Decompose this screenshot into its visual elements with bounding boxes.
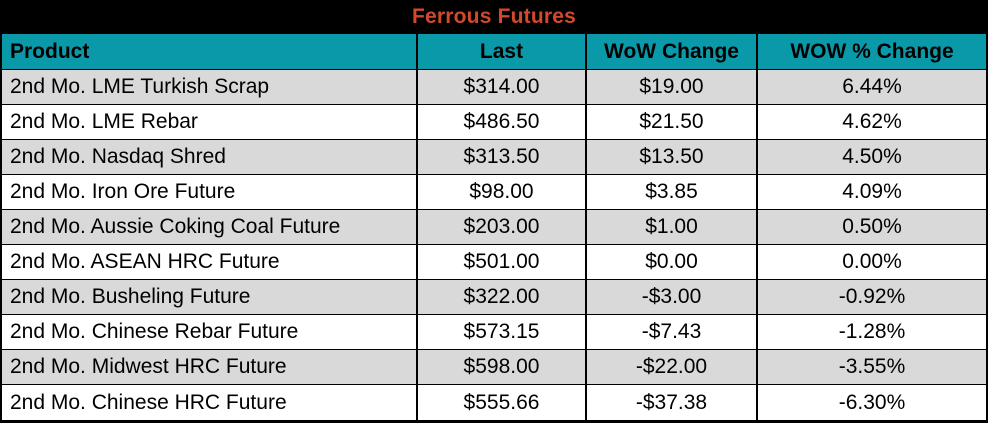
cell-wow-change: -$3.00 <box>587 280 758 314</box>
cell-wow-change: $19.00 <box>587 70 758 104</box>
table-row: 2nd Mo. ASEAN HRC Future $501.00 $0.00 0… <box>2 245 986 280</box>
cell-wow-change: $1.00 <box>587 210 758 244</box>
table-title: Ferrous Futures <box>411 5 577 28</box>
cell-last: $486.50 <box>418 105 587 139</box>
cell-wow-pct-change: -1.28% <box>838 320 906 343</box>
cell-wow-pct-change: -6.30% <box>838 390 906 414</box>
table-row: 2nd Mo. Midwest HRC Future $598.00 -$22.… <box>2 350 986 385</box>
cell-wow-pct-change: 4.50% <box>842 145 902 168</box>
cell-wow-change: $0.00 <box>587 245 758 279</box>
table-row: 2nd Mo. Nasdaq Shred $313.50 $13.50 4.50… <box>2 140 986 175</box>
cell-product: 2nd Mo. Iron Ore Future <box>2 175 418 209</box>
cell-wow-change: -$22.00 <box>587 350 758 384</box>
cell-wow-change: $3.85 <box>587 175 758 209</box>
cell-last: $573.15 <box>418 315 587 349</box>
cell-product: 2nd Mo. ASEAN HRC Future <box>2 245 418 279</box>
cell-wow-pct-change: 0.50% <box>842 215 902 238</box>
cell-wow-pct-change: 4.09% <box>842 180 902 203</box>
table-row: 2nd Mo. Iron Ore Future $98.00 $3.85 4.0… <box>2 175 986 210</box>
cell-product: 2nd Mo. Nasdaq Shred <box>2 140 418 174</box>
cell-wow-change: -$37.38 <box>587 385 758 420</box>
table-row: 2nd Mo. Aussie Coking Coal Future $203.0… <box>2 210 986 245</box>
cell-wow-pct-change: 4.62% <box>842 110 902 133</box>
cell-wow-pct-change: 6.44% <box>842 75 902 98</box>
cell-last: $555.66 <box>418 385 587 420</box>
cell-last: $314.00 <box>418 70 587 104</box>
cell-product: 2nd Mo. LME Rebar <box>2 105 418 139</box>
cell-wow-change: -$7.43 <box>587 315 758 349</box>
table-row: 2nd Mo. Chinese HRC Future $555.66 -$37.… <box>2 385 986 420</box>
table-row: 2nd Mo. Busheling Future $322.00 -$3.00 … <box>2 280 986 315</box>
cell-last: $322.00 <box>418 280 587 314</box>
cell-wow-pct-change: 0.00% <box>842 250 902 273</box>
cell-product: 2nd Mo. Aussie Coking Coal Future <box>2 210 418 244</box>
header-wow-pct-change: WOW % Change <box>790 39 954 63</box>
cell-product: 2nd Mo. LME Turkish Scrap <box>2 70 418 104</box>
cell-last: $313.50 <box>418 140 587 174</box>
cell-last: $501.00 <box>418 245 587 279</box>
table-row: 2nd Mo. LME Rebar $486.50 $21.50 4.62% <box>2 105 986 140</box>
header-last: Last <box>418 34 587 69</box>
cell-last: $98.00 <box>418 175 587 209</box>
table-row: 2nd Mo. LME Turkish Scrap $314.00 $19.00… <box>2 70 986 105</box>
table-header-row: Product Last WoW Change WOW % Change <box>2 34 986 70</box>
header-product: Product <box>2 34 418 69</box>
table-title-bar: Ferrous Futures <box>2 0 986 34</box>
cell-product: 2nd Mo. Busheling Future <box>2 280 418 314</box>
cell-wow-pct-change: -3.55% <box>838 355 906 378</box>
cell-wow-change: $21.50 <box>587 105 758 139</box>
table-row: 2nd Mo. Chinese Rebar Future $573.15 -$7… <box>2 315 986 350</box>
cell-last: $598.00 <box>418 350 587 384</box>
cell-wow-pct-change: -0.92% <box>838 285 906 308</box>
cell-last: $203.00 <box>418 210 587 244</box>
header-wow-change: WoW Change <box>587 34 758 69</box>
cell-product: 2nd Mo. Midwest HRC Future <box>2 350 418 384</box>
cell-wow-change: $13.50 <box>587 140 758 174</box>
cell-product: 2nd Mo. Chinese HRC Future <box>2 385 418 420</box>
cell-product: 2nd Mo. Chinese Rebar Future <box>2 315 418 349</box>
